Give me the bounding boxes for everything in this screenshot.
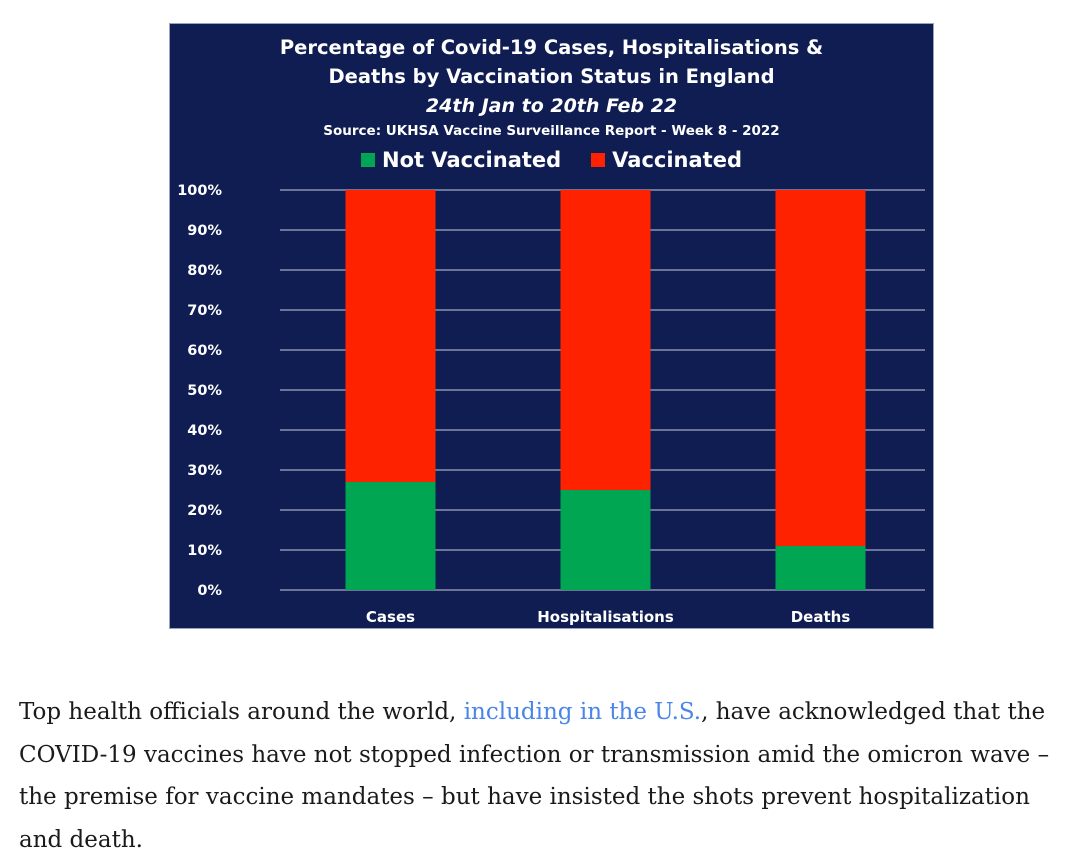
y-tick-label: 20% [187,503,222,519]
chart-subtitle: 24th Jan to 20th Feb 22 [425,95,678,117]
y-tick-label: 90% [187,223,222,239]
chart-title: Percentage of Covid-19 Cases, Hospitalis… [279,36,824,59]
legend-label-not-vaccinated: Not Vaccinated [382,148,562,172]
legend-item-vaccinated: Vaccinated [591,148,742,172]
bar-vaccinated-hospitalisations [560,190,651,490]
legend-item-not-vaccinated: Not Vaccinated [361,148,561,172]
legend-swatch-not-vaccinated [361,153,376,167]
including-in-the-us-link[interactable]: including in the U.S. [463,699,702,725]
x-tick-label: Cases [366,608,415,626]
chart-source: Source: UKHSA Vaccine Surveillance Repor… [323,123,780,139]
chart-title-line2: Deaths by Vaccination Status in England [328,65,775,88]
y-tick-label: 100% [177,183,222,199]
x-tick-label: Hospitalisations [537,608,674,626]
paragraph-text-start: Top health officials around the world, [19,699,464,725]
y-tick-label: 10% [187,543,222,559]
paragraph-text-end: , have acknowledged that the COVID-19 va… [19,699,1050,853]
chart: Percentage of Covid-19 Cases, Hospitalis… [169,23,934,629]
bar-vaccinated-cases [345,190,436,482]
legend-swatch-vaccinated [591,153,606,167]
y-tick-label: 50% [187,383,222,399]
y-tick-label: 60% [187,343,222,359]
bar-not-vaccinated-deaths [775,546,866,590]
chart-plot: 0% 10% 20% 30% 40% 50% 60% 70% 80% 90% 100% Cases Ho… [177,183,925,626]
y-tick-label: 80% [187,263,222,279]
bar-not-vaccinated-cases [345,482,436,590]
y-tick-label: 40% [187,423,222,439]
y-tick-label: 70% [187,303,222,319]
legend-label-vaccinated: Vaccinated [612,148,742,172]
bar-not-vaccinated-hospitalisations [560,490,651,590]
chart-legend: Not Vaccinated Vaccinated [170,148,933,172]
y-tick-label: 0% [197,583,222,599]
y-tick-label: 30% [187,463,222,479]
article-paragraph: Top health officials around the world, i… [19,691,1071,861]
bar-vaccinated-deaths [775,190,866,546]
x-tick-label: Deaths [791,608,851,626]
